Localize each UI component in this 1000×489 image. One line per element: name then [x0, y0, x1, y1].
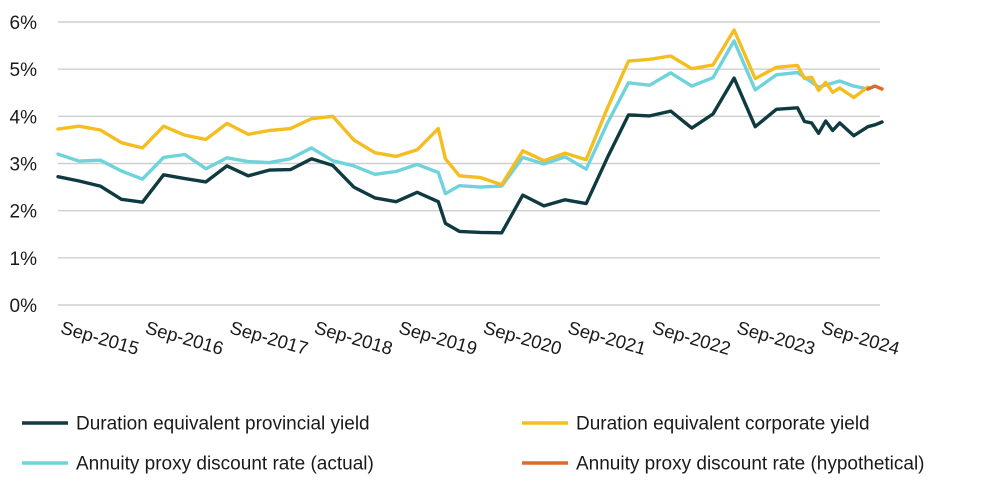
x-tick-label: Sep-2015	[59, 317, 142, 359]
series-1	[56, 28, 870, 187]
y-tick-label: 0%	[10, 296, 38, 317]
y-tick-label: 5%	[10, 60, 38, 81]
x-tick-label: Sep-2023	[735, 317, 818, 359]
x-axis-tick-labels: Sep-2015 Sep-2016 Sep-2017 Sep-2018 Sep-2019…	[59, 317, 903, 359]
legend-label: Duration equivalent provincial yield	[76, 414, 370, 435]
series-0	[56, 76, 884, 235]
legend-label: Annuity proxy discount rate (hypothetica…	[576, 454, 925, 475]
gridlines	[58, 21, 880, 306]
y-tick-label: 3%	[10, 155, 38, 176]
legend-label: Annuity proxy discount rate (actual)	[76, 454, 374, 475]
legend-item-1: Duration equivalent corporate yield	[522, 414, 870, 435]
legend-item-0: Duration equivalent provincial yield	[22, 414, 370, 435]
y-tick-label: 4%	[10, 107, 38, 128]
series-2	[56, 39, 870, 196]
y-tick-label: 1%	[10, 249, 38, 270]
legend-item-2: Annuity proxy discount rate (actual)	[22, 454, 374, 475]
x-tick-label: Sep-2017	[228, 317, 311, 359]
x-tick-label: Sep-2024	[819, 317, 902, 359]
x-tick-label: Sep-2021	[566, 317, 649, 359]
x-tick-label: Sep-2020	[481, 317, 564, 359]
series-line-2	[56, 39, 870, 196]
x-tick-label: Sep-2018	[312, 317, 395, 359]
series-lines	[56, 28, 884, 235]
series-line-3	[866, 84, 884, 91]
x-tick-label: Sep-2022	[650, 317, 733, 359]
y-tick-label: 2%	[10, 202, 38, 223]
y-axis-tick-labels: 0% 1% 2% 3% 4% 5% 6%	[10, 13, 38, 317]
x-tick-label: Sep-2019	[397, 317, 480, 359]
y-tick-label: 6%	[10, 13, 38, 34]
x-tick-label: Sep-2016	[143, 317, 226, 359]
series-3	[866, 84, 884, 91]
legend-label: Duration equivalent corporate yield	[576, 414, 870, 435]
legend: Duration equivalent provincial yield Dura…	[22, 414, 925, 475]
legend-item-3: Annuity proxy discount rate (hypothetica…	[522, 454, 925, 475]
